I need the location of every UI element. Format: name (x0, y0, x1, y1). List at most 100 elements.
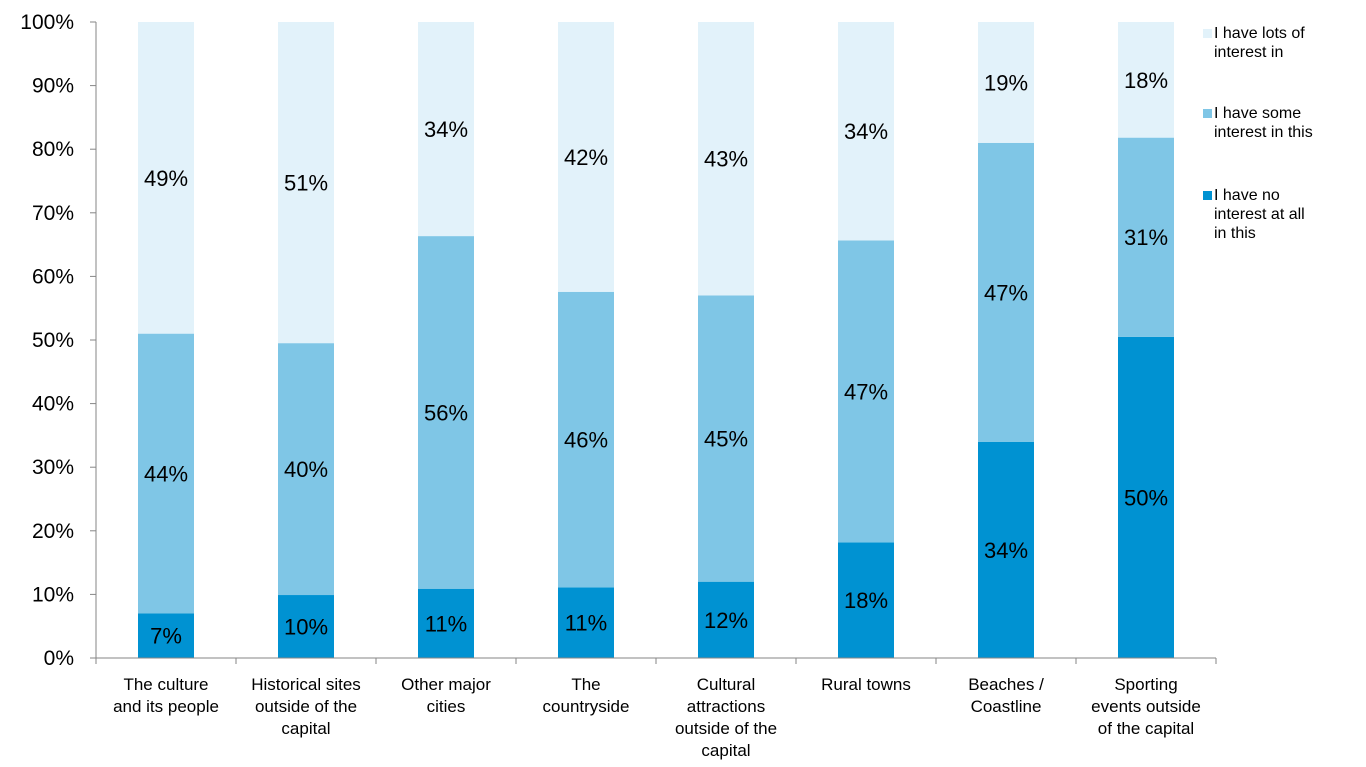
legend-swatch (1203, 191, 1212, 200)
category-label-line: capital (701, 741, 750, 760)
category-label-line: cities (427, 697, 466, 716)
category-label-line: Other major (401, 675, 491, 694)
data-label: 10% (284, 615, 328, 640)
bar-segment (278, 343, 334, 596)
category-label-line: The culture (123, 675, 208, 694)
data-label: 31% (1124, 225, 1168, 250)
legend: I have lots of interest in I have some inte… (1203, 25, 1313, 242)
category-label: The culture and its people (113, 675, 219, 716)
bar-segment (978, 22, 1034, 143)
data-label: 47% (844, 379, 888, 404)
y-tick-labels-group: 0% 10% 20% 30% 40% 50% 60% 70% 80% 90% 100% (20, 11, 74, 670)
bar-segment (138, 613, 194, 658)
category-label-line: capital (281, 719, 330, 738)
data-label: 44% (144, 462, 188, 487)
y-tick-label: 60% (32, 265, 74, 288)
category-label-line: events outside (1091, 697, 1201, 716)
legend-label: I have some interest in this (1214, 105, 1313, 141)
category-label-line: of the capital (1098, 719, 1194, 738)
category-labels-group: The culture and its people Historical site… (113, 675, 1201, 760)
category-label-line: Beaches / (968, 675, 1044, 694)
category-label-line: The (571, 675, 600, 694)
bar-segment (138, 333, 194, 614)
category-label: The countryside (543, 675, 630, 716)
category-label-line: Sporting (1114, 675, 1177, 694)
legend-label-line: in this (1214, 225, 1256, 242)
data-label: 56% (424, 400, 468, 425)
legend-label-line: I have no (1214, 187, 1280, 204)
category-label-line: Coastline (971, 697, 1042, 716)
bar-segment (698, 295, 754, 582)
bar-segment (698, 22, 754, 296)
data-label: 43% (704, 147, 748, 172)
bar-segment (418, 588, 474, 658)
data-label: 40% (284, 457, 328, 482)
category-label: Other major cities (401, 675, 491, 716)
bar-segment (418, 236, 474, 589)
data-label: 51% (284, 171, 328, 196)
data-label: 34% (844, 119, 888, 144)
data-label: 11% (565, 611, 607, 636)
y-tick-label: 80% (32, 138, 74, 161)
bar-segment (558, 22, 614, 292)
legend-swatch (1203, 29, 1212, 38)
legend-label-line: I have some (1214, 105, 1301, 122)
y-tick-label: 40% (32, 393, 74, 416)
data-label: 34% (984, 538, 1028, 563)
legend-label: I have lots of interest in (1214, 25, 1305, 61)
data-label: 18% (1124, 68, 1168, 93)
category-label: Rural towns (821, 675, 911, 694)
axes-group (90, 21, 1217, 664)
data-label: 49% (144, 166, 188, 191)
y-tick-label: 10% (32, 583, 74, 606)
data-label: 45% (704, 427, 748, 452)
category-label-line: outside of the (255, 697, 357, 716)
y-tick-label: 0% (44, 647, 74, 670)
legend-label-line: interest in (1214, 44, 1283, 61)
bar-segment (838, 22, 894, 241)
bar-segment (558, 587, 614, 658)
bar-segment (1118, 137, 1174, 337)
y-tick-label: 50% (32, 329, 74, 352)
y-tick-label: 90% (32, 75, 74, 98)
bars-group (138, 22, 1174, 658)
category-label-line: Historical sites (251, 675, 361, 694)
data-label: 47% (984, 280, 1028, 305)
legend-item: I have no interest at all in this (1203, 187, 1305, 242)
legend-label: I have no interest at all in this (1214, 187, 1305, 242)
data-label: 11% (425, 611, 467, 636)
data-label: 34% (424, 117, 468, 142)
data-label: 7% (150, 624, 182, 649)
bar-segment (838, 542, 894, 658)
data-label: 19% (984, 70, 1028, 95)
bar-segment (1118, 22, 1174, 138)
bar-segment (138, 22, 194, 334)
data-label: 46% (564, 428, 608, 453)
y-tick-label: 30% (32, 456, 74, 479)
category-label-line: Cultural (697, 675, 756, 694)
bar-segment (978, 441, 1034, 658)
bar-segment (278, 595, 334, 658)
category-label: Sporting events outside of the capital (1091, 675, 1201, 738)
bar-segment (698, 581, 754, 658)
category-label-line: and its people (113, 697, 219, 716)
category-label: Historical sites outside of the capital (251, 675, 361, 738)
bar-segment (418, 22, 474, 237)
bar-segment (558, 291, 614, 588)
category-label-line: Rural towns (821, 675, 911, 694)
category-label-line: countryside (543, 697, 630, 716)
data-label: 18% (844, 588, 888, 613)
data-label: 42% (564, 145, 608, 170)
category-label: Cultural attractions outside of the capital (675, 675, 777, 760)
category-label-line: attractions (687, 697, 765, 716)
y-tick-label: 100% (20, 11, 74, 34)
bar-segment (838, 240, 894, 543)
legend-item: I have some interest in this (1203, 105, 1313, 141)
y-tick-label: 70% (32, 202, 74, 225)
bar-segment (278, 22, 334, 344)
bar-segment (978, 142, 1034, 442)
category-label-line: outside of the (675, 719, 777, 738)
legend-label-line: I have lots of (1214, 25, 1305, 42)
legend-label-line: interest in this (1214, 124, 1313, 141)
